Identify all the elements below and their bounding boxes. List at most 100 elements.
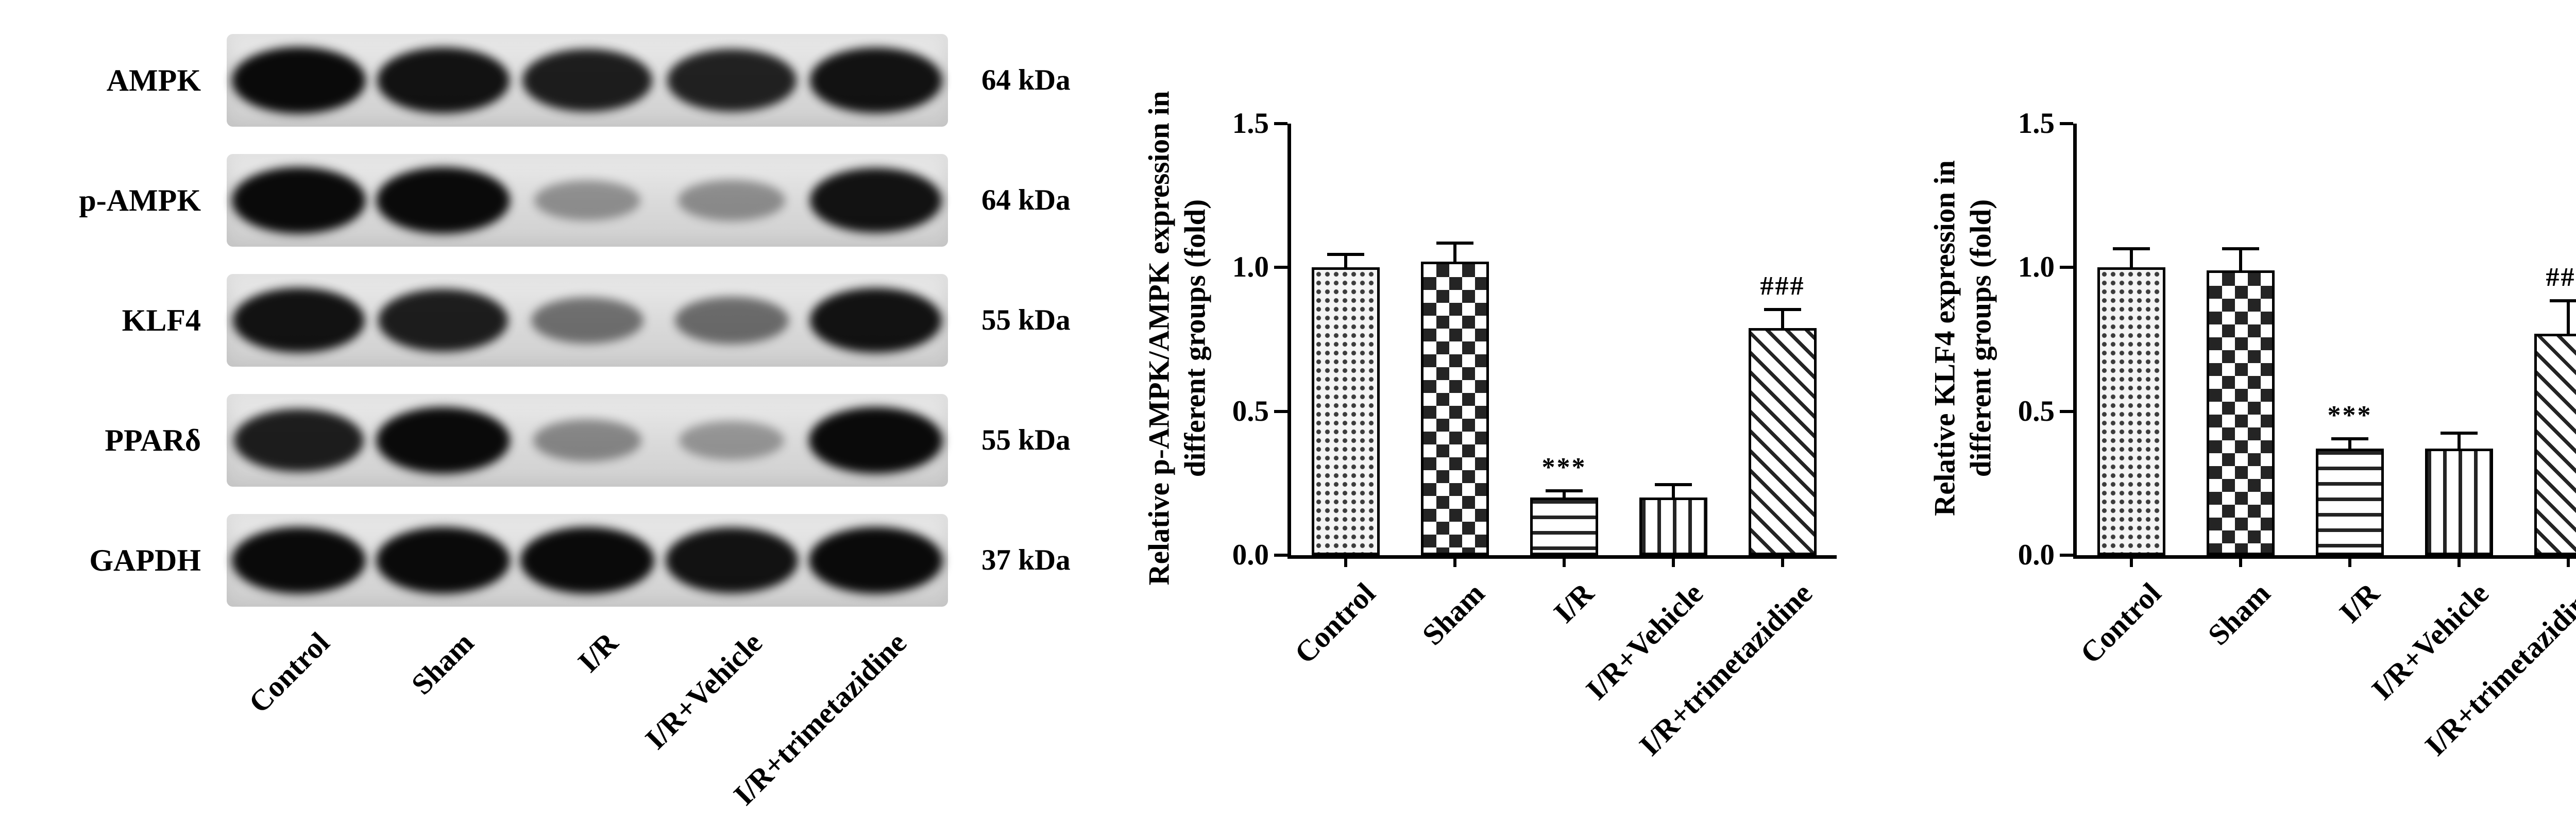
error-bar [1436, 242, 1473, 263]
protein-label: GAPDH [89, 543, 201, 577]
protein-label: PPARδ [105, 423, 201, 457]
y-tick-label: 1.5 [1232, 107, 1269, 140]
error-bar-stem [2567, 299, 2570, 335]
protein-band [679, 421, 784, 460]
y-tick-label: 0.0 [1232, 539, 1269, 571]
blot-strip [227, 34, 948, 127]
error-bar-stem [2458, 431, 2461, 450]
x-tick-mark [1563, 559, 1566, 567]
y-tick-mark [2060, 122, 2073, 125]
y-axis-label: Relative KLF4 expression in different gro… [1927, 4, 1998, 673]
protein-band [377, 47, 510, 113]
blot-strip [227, 154, 948, 247]
plot-area: *** ### [1287, 124, 1837, 559]
significance-marker: *** [2327, 400, 2372, 430]
y-tick-mark [1274, 409, 1287, 413]
y-axis-label-line: different groups (fold) [1964, 199, 1997, 477]
y-tick-mark [2060, 554, 2073, 557]
protein-band [376, 527, 510, 594]
error-bar-cap [2113, 247, 2150, 251]
error-bar-stem [1563, 489, 1566, 499]
chart-klf4: Relative KLF4 expression in different gro… [1911, 0, 2576, 823]
error-bar-stem [1672, 483, 1675, 499]
protein-band [534, 180, 640, 221]
molecular-weight-label: 55 kDa [981, 304, 1071, 336]
protein-label: KLF4 [122, 303, 201, 337]
x-tick-mark [2239, 559, 2242, 567]
molecular-weight-label: 64 kDa [981, 64, 1071, 96]
error-bar-stem [2130, 247, 2133, 269]
bar [2534, 333, 2576, 555]
error-bar-stem [2348, 437, 2351, 450]
protein-band [232, 287, 365, 353]
protein-band [232, 527, 366, 594]
error-bar [1546, 489, 1583, 499]
molecular-weight-label: 37 kDa [981, 544, 1071, 576]
y-axis-label-line: Relative KLF4 expression in [1928, 160, 1961, 516]
protein-label: AMPK [106, 63, 201, 97]
y-tick-label: 1.0 [1232, 251, 1269, 284]
protein-band [233, 408, 364, 472]
protein-band [531, 297, 644, 344]
error-bar-cap [1436, 242, 1473, 245]
x-tick-mark [1672, 559, 1675, 567]
molecular-weight-label: 64 kDa [981, 184, 1071, 216]
error-bar-cap [2222, 247, 2259, 251]
x-tick-mark [1453, 559, 1456, 567]
error-bar [2113, 247, 2150, 269]
y-tick-mark [1274, 266, 1287, 269]
protein-band [378, 288, 509, 352]
bar [1421, 262, 1489, 555]
error-bar-cap [2441, 431, 2478, 435]
y-axis-label-line: different groups (fold) [1179, 199, 1211, 477]
bar [1530, 498, 1598, 555]
x-tick-mark [2567, 559, 2570, 567]
x-tick-mark [1781, 559, 1784, 567]
y-tick-label: 0.5 [2018, 395, 2055, 427]
x-tick-mark [2458, 559, 2461, 567]
bar [2316, 449, 2384, 555]
protein-band [232, 47, 366, 114]
error-bar [1327, 253, 1364, 269]
protein-band [809, 167, 942, 233]
protein-band [667, 49, 796, 112]
bar [2207, 270, 2275, 555]
y-tick-label: 1.5 [2018, 107, 2055, 140]
protein-band [809, 527, 943, 594]
error-bar [1764, 307, 1801, 329]
error-bar [2331, 437, 2368, 450]
bar [2425, 449, 2493, 555]
bar [2097, 267, 2165, 555]
error-bar-cap [1655, 483, 1692, 487]
y-tick-mark [1274, 122, 1287, 125]
blot-strip [227, 394, 948, 487]
bar [1749, 328, 1817, 555]
x-tick-mark [2348, 559, 2351, 567]
error-bar-stem [2239, 247, 2242, 271]
error-bar-cap [1764, 307, 1801, 311]
blot-strip [227, 274, 948, 367]
error-bar-stem [1453, 242, 1456, 263]
error-bar-stem [1344, 253, 1347, 269]
protein-band [376, 407, 510, 474]
y-axis-label-line: Relative p-AMPK/AMPK expression in [1143, 91, 1176, 586]
y-tick-mark [1274, 554, 1287, 557]
protein-band [522, 48, 653, 112]
significance-marker: ### [2546, 262, 2576, 292]
error-bar [2441, 431, 2478, 450]
error-bar-cap [2550, 299, 2576, 302]
plot-area: *** ### [2073, 124, 2576, 559]
blot-strip [227, 514, 948, 607]
bar [1639, 498, 1707, 555]
protein-band [533, 419, 641, 461]
western-blot-panel: AMPK 64 kDa p-AMPK 64 kDa KLF4 55 kDa PPARδ 55 … [31, 0, 1139, 823]
significance-marker: *** [1541, 452, 1587, 482]
significance-marker: ### [1760, 271, 1805, 301]
error-bar-cap [1327, 253, 1364, 256]
protein-band [809, 287, 942, 353]
error-bar [1655, 483, 1692, 499]
protein-band [665, 527, 798, 593]
x-tick-mark [2130, 559, 2133, 567]
y-tick-label: 0.5 [1232, 395, 1269, 427]
